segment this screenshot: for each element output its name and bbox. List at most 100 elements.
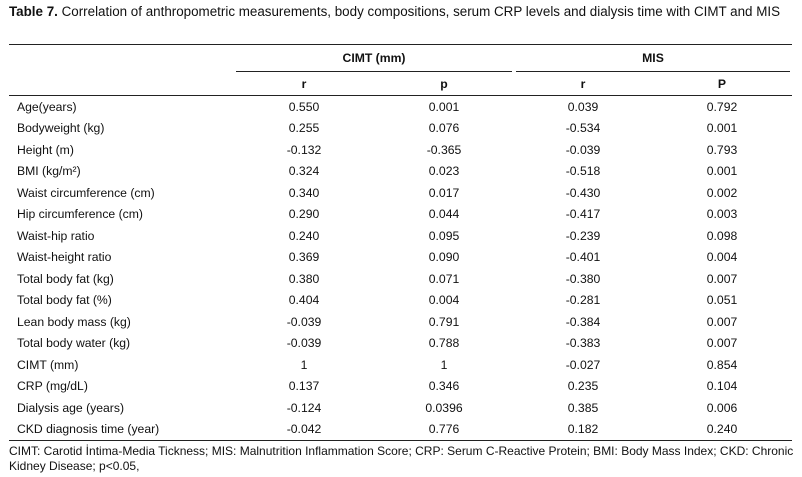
table-footnote: CIMT: Carotid İntima-Media Tickness; MIS… bbox=[9, 444, 794, 473]
cell-mis-r: -0.518 bbox=[565, 164, 601, 179]
table-row: Lean body mass (kg) -0.039 0.791 -0.384 … bbox=[9, 311, 792, 333]
cell-cimt-r: 0.324 bbox=[288, 164, 320, 179]
row-label: Waist-hip ratio bbox=[17, 228, 95, 243]
cell-mis-r: -0.417 bbox=[565, 207, 601, 222]
cell-cimt-p: 0.346 bbox=[428, 379, 460, 394]
cell-mis-r: 0.182 bbox=[514, 418, 652, 441]
table-row: CKD diagnosis time (year) -0.042 0.776 0… bbox=[9, 418, 792, 441]
cell-mis-p: 0.051 bbox=[706, 293, 738, 308]
table-caption: Table 7. Correlation of anthropometric m… bbox=[9, 4, 794, 20]
table-row: Waist-height ratio 0.369 0.090 -0.401 0.… bbox=[9, 247, 792, 269]
cell-mis-p: 0.001 bbox=[706, 164, 738, 179]
table-row: CRP (mg/dL) 0.137 0.346 0.235 0.104 bbox=[9, 376, 792, 398]
subheader-mis-r: r bbox=[514, 72, 652, 96]
cell-cimt-r: 0.550 bbox=[288, 99, 320, 114]
cell-cimt-r: 0.240 bbox=[288, 228, 320, 243]
cell-cimt-r: -0.132 bbox=[286, 142, 322, 157]
cell-cimt-p: 0.0396 bbox=[425, 400, 463, 415]
cell-mis-r: 0.235 bbox=[567, 379, 599, 394]
group-header-cimt: CIMT (mm) bbox=[234, 44, 514, 72]
cell-mis-r: 0.039 bbox=[567, 99, 599, 114]
cell-cimt-r: 0.380 bbox=[288, 271, 320, 286]
table-row: BMI (kg/m²) 0.324 0.023 -0.518 0.001 bbox=[9, 161, 792, 183]
row-label: Total body fat (kg) bbox=[17, 271, 114, 286]
cell-mis-p: 0.854 bbox=[706, 357, 738, 372]
cell-mis-r: -0.430 bbox=[565, 185, 601, 200]
cell-cimt-r: 0.369 bbox=[288, 250, 320, 265]
group-header-mis-label: MIS bbox=[516, 45, 790, 72]
cell-mis-p: 0.006 bbox=[706, 400, 738, 415]
cell-mis-r: -0.384 bbox=[565, 314, 601, 329]
cell-cimt-p: 0.076 bbox=[428, 121, 460, 136]
cell-cimt-r: -0.039 bbox=[286, 336, 322, 351]
cell-cimt-p: 0.095 bbox=[428, 228, 460, 243]
table-row: Total body water (kg) -0.039 0.788 -0.38… bbox=[9, 333, 792, 355]
cell-cimt-r: 0.404 bbox=[288, 293, 320, 308]
row-label: CRP (mg/dL) bbox=[17, 379, 88, 394]
cell-cimt-r: 0.255 bbox=[288, 121, 320, 136]
cell-mis-r: -0.027 bbox=[565, 357, 601, 372]
cell-cimt-p: -0.365 bbox=[426, 142, 462, 157]
cell-cimt-r: -0.042 bbox=[234, 418, 374, 441]
cell-cimt-p: 0.044 bbox=[428, 207, 460, 222]
cell-mis-p: 0.104 bbox=[706, 379, 738, 394]
table-row: Height (m) -0.132 -0.365 -0.039 0.793 bbox=[9, 139, 792, 161]
cell-mis-r: -0.039 bbox=[565, 142, 601, 157]
cell-cimt-p: 0.017 bbox=[428, 185, 460, 200]
cell-mis-r: 0.385 bbox=[567, 400, 599, 415]
cell-cimt-r: -0.039 bbox=[286, 314, 322, 329]
table-row: Waist-hip ratio 0.240 0.095 -0.239 0.098 bbox=[9, 225, 792, 247]
row-label: Lean body mass (kg) bbox=[17, 314, 131, 329]
table-row: Hip circumference (cm) 0.290 0.044 -0.41… bbox=[9, 204, 792, 226]
table-caption-text: Correlation of anthropometric measuremen… bbox=[57, 4, 781, 19]
row-label: Waist-height ratio bbox=[17, 250, 112, 265]
row-label: Hip circumference (cm) bbox=[17, 207, 143, 222]
cell-mis-p: 0.007 bbox=[706, 336, 738, 351]
table-row: Total body fat (%) 0.404 0.004 -0.281 0.… bbox=[9, 290, 792, 312]
row-label: CKD diagnosis time (year) bbox=[9, 418, 234, 441]
cell-mis-p: 0.002 bbox=[706, 185, 738, 200]
table-caption-label: Table 7. bbox=[9, 4, 58, 19]
cell-mis-p: 0.098 bbox=[706, 228, 738, 243]
row-label: Total body fat (%) bbox=[17, 293, 112, 308]
row-label: Dialysis age (years) bbox=[17, 400, 125, 415]
group-header-mis: MIS bbox=[514, 44, 792, 72]
table-row: Waist circumference (cm) 0.340 0.017 -0.… bbox=[9, 182, 792, 204]
cell-mis-p: 0.792 bbox=[706, 99, 738, 114]
subheader-mis-p: P bbox=[652, 72, 792, 96]
row-label: Total body water (kg) bbox=[17, 336, 131, 351]
cell-cimt-r: -0.124 bbox=[286, 400, 322, 415]
cell-mis-p: 0.007 bbox=[706, 271, 738, 286]
cell-cimt-p: 0.090 bbox=[428, 250, 460, 265]
table-row: Dialysis age (years) -0.124 0.0396 0.385… bbox=[9, 397, 792, 419]
table-row: Age(years) 0.550 0.001 0.039 0.792 bbox=[9, 96, 792, 118]
subheader-cimt-r: r bbox=[234, 72, 374, 96]
cell-cimt-p: 0.001 bbox=[428, 99, 460, 114]
row-label: BMI (kg/m²) bbox=[17, 164, 81, 179]
cell-mis-p: 0.007 bbox=[706, 314, 738, 329]
subheader-cimt-p: p bbox=[374, 72, 514, 96]
cell-cimt-p: 0.023 bbox=[428, 164, 460, 179]
cell-mis-p: 0.793 bbox=[706, 142, 738, 157]
cell-cimt-r: 0.137 bbox=[288, 379, 320, 394]
cell-mis-r: -0.281 bbox=[565, 293, 601, 308]
row-label: Waist circumference (cm) bbox=[17, 185, 155, 200]
cell-mis-p: 0.004 bbox=[706, 250, 738, 265]
cell-cimt-p: 0.071 bbox=[428, 271, 460, 286]
cell-cimt-r: 0.290 bbox=[288, 207, 320, 222]
table-row: CIMT (mm) 1 1 -0.027 0.854 bbox=[9, 354, 792, 376]
cell-mis-p: 0.001 bbox=[706, 121, 738, 136]
table-body: Age(years) 0.550 0.001 0.039 0.792 Bodyw… bbox=[9, 96, 792, 441]
row-label: Bodyweight (kg) bbox=[17, 121, 105, 136]
cell-cimt-p: 1 bbox=[440, 357, 448, 372]
header-blank bbox=[9, 44, 234, 72]
cell-cimt-p: 0.776 bbox=[374, 418, 514, 441]
cell-cimt-r: 0.340 bbox=[288, 185, 320, 200]
row-label: CIMT (mm) bbox=[17, 357, 79, 372]
cell-mis-r: -0.239 bbox=[565, 228, 601, 243]
table-row: Bodyweight (kg) 0.255 0.076 -0.534 0.001 bbox=[9, 118, 792, 140]
cell-mis-r: -0.401 bbox=[565, 250, 601, 265]
cell-mis-p: 0.003 bbox=[706, 207, 738, 222]
row-label: Age(years) bbox=[17, 99, 77, 114]
cell-mis-r: -0.380 bbox=[565, 271, 601, 286]
